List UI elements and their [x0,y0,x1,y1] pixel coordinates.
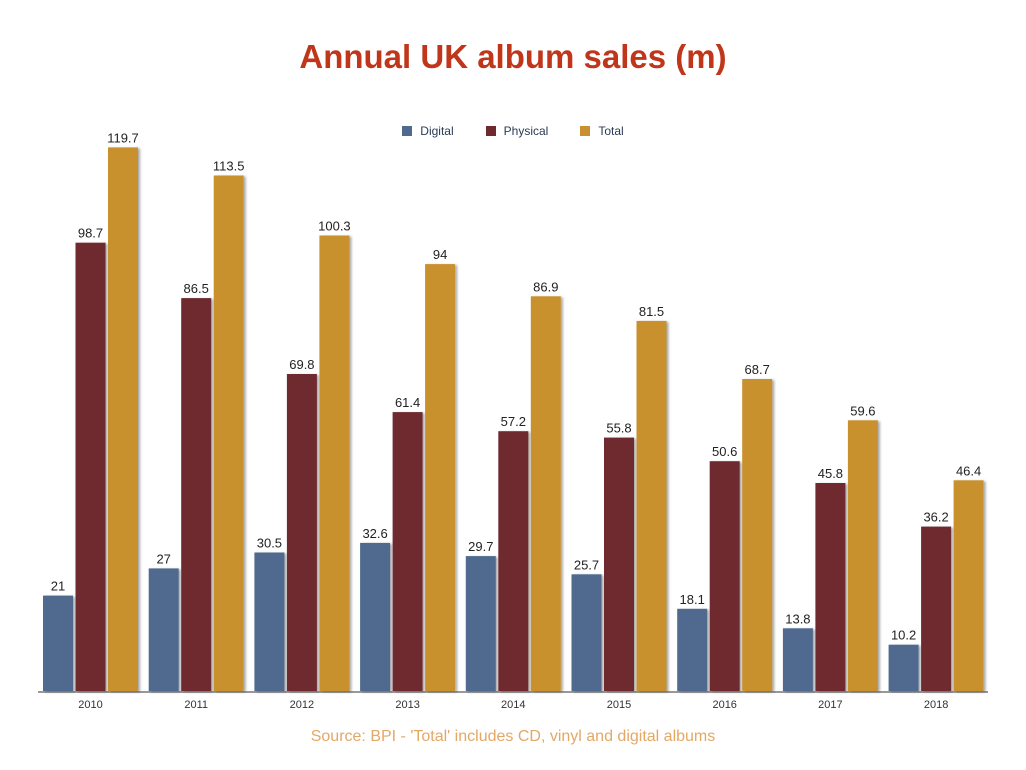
x-tick-label-2016: 2016 [712,699,736,711]
data-label-physical-2011: 86.5 [184,281,209,296]
chart-title: Annual UK album sales (m) [299,38,727,75]
bar-total-2011 [213,175,244,691]
data-label-digital-2010: 21 [51,579,65,594]
legend-label-total: Total [598,124,624,138]
bar-total-2017 [847,420,878,691]
data-label-physical-2013: 61.4 [395,395,420,410]
data-label-digital-2013: 32.6 [362,526,387,541]
chart-legend: Digital Physical Total [0,123,1026,139]
data-label-digital-2014: 29.7 [468,539,493,554]
x-tick-labels-group: 2010 2011 2012 2013 2014 2015 2016 2017 2018 [78,699,948,711]
x-tick-label-2018: 2018 [924,699,948,711]
data-label-total-2010: 119.7 [107,130,139,145]
data-label-physical-2018: 36.2 [923,510,948,525]
bar-digital-2014 [465,556,496,691]
legend-swatch-digital [402,126,413,136]
bar-digital-2010 [43,595,73,691]
data-label-physical-2010: 98.7 [78,226,103,241]
legend-item-physical: Physical [485,123,549,139]
x-tick-label-2017: 2017 [818,699,842,711]
legend-label-digital: Digital [420,124,454,138]
x-tick-label-2011: 2011 [184,699,208,711]
x-tick-label-2013: 2013 [395,699,419,711]
bar-physical-2016 [709,461,740,691]
bar-digital-2015 [571,574,602,691]
bar-physical-2012 [286,374,317,691]
bar-total-2016 [742,379,773,691]
bar-digital-2016 [677,608,708,691]
data-label-total-2017: 59.6 [850,403,875,418]
data-labels-group: 21 98.7 119.7 27 86.5 113.5 30.5 69.8 100.3 32.6 6… [51,130,981,642]
bar-total-2013 [425,264,456,691]
bar-total-2014 [530,296,561,691]
legend-swatch-physical [485,126,496,136]
x-tick-label-2012: 2012 [290,699,314,711]
x-tick-label-2014: 2014 [501,699,525,711]
x-tick-label-2015: 2015 [607,699,631,711]
data-label-digital-2017: 13.8 [785,611,810,626]
legend-label-physical: Physical [503,124,549,138]
bar-physical-2018 [921,526,952,691]
legend-item-digital: Digital [402,123,454,139]
data-label-physical-2012: 69.8 [289,357,314,372]
data-label-digital-2018: 10.2 [891,628,916,643]
data-label-physical-2017: 45.8 [818,466,843,481]
data-label-physical-2014: 57.2 [501,414,526,429]
bar-physical-2014 [498,431,529,691]
data-label-physical-2015: 55.8 [606,421,631,436]
x-tick-label-2010: 2010 [78,699,102,711]
bar-digital-2017 [782,628,813,691]
data-label-physical-2016: 50.6 [712,444,737,459]
bar-total-2015 [636,320,667,691]
bar-physical-2010 [75,242,106,691]
bar-digital-2018 [888,644,919,691]
data-label-total-2014: 86.9 [533,279,558,294]
bars-group [43,147,984,691]
bar-digital-2012 [254,552,285,691]
bar-digital-2013 [360,542,391,691]
source-note: Source: BPI - 'Total' includes CD, vinyl… [310,728,716,745]
data-label-digital-2015: 25.7 [574,557,599,572]
bar-digital-2011 [148,568,179,691]
data-label-digital-2012: 30.5 [257,536,282,551]
data-label-total-2015: 81.5 [639,304,664,319]
bar-total-2018 [953,480,984,691]
legend-item-total: Total [580,123,624,139]
bar-total-2010 [108,147,138,691]
legend-swatch-total [580,126,591,136]
data-label-digital-2011: 27 [156,551,170,566]
data-label-total-2016: 68.7 [745,362,770,377]
bar-physical-2017 [815,483,846,691]
data-label-total-2011: 113.5 [213,159,245,174]
bar-total-2012 [319,235,350,691]
data-label-total-2012: 100.3 [318,219,351,234]
bar-physical-2015 [604,437,634,691]
bar-physical-2011 [181,298,212,691]
data-label-total-2018: 46.4 [956,463,981,478]
data-label-digital-2016: 18.1 [680,592,705,607]
data-label-total-2013: 94 [433,247,447,262]
bar-physical-2013 [392,412,423,691]
